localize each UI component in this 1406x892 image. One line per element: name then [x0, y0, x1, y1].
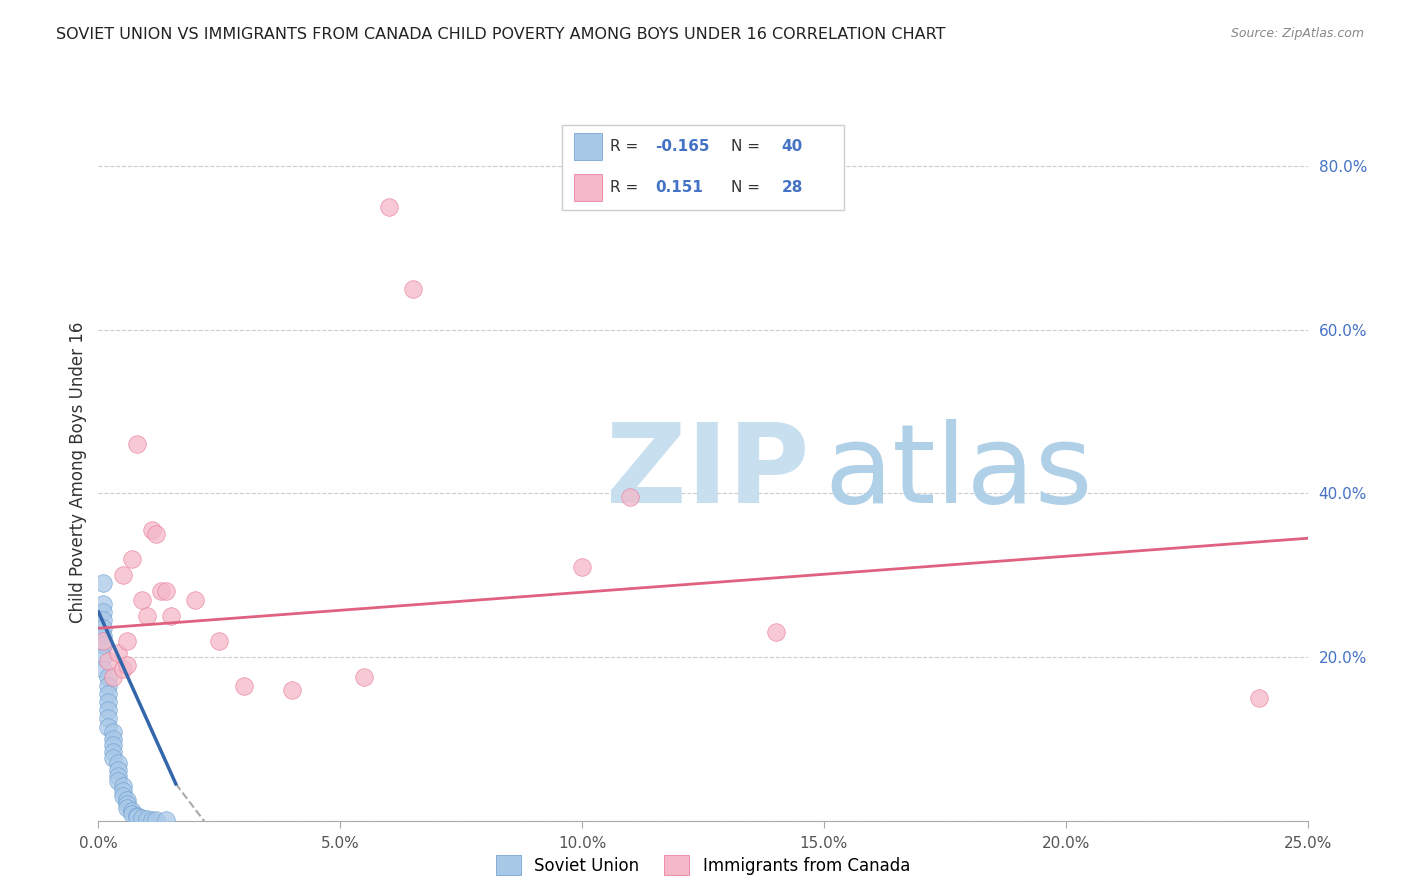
- Point: [117, 658, 139, 673]
- Point: [155, 584, 177, 599]
- Point: [141, 523, 163, 537]
- Point: [91, 613, 114, 627]
- Point: [117, 633, 139, 648]
- Point: [101, 751, 124, 765]
- Point: [101, 745, 124, 759]
- Point: [111, 568, 134, 582]
- Point: [111, 789, 134, 803]
- Bar: [574, 134, 602, 161]
- Point: [208, 633, 231, 648]
- Point: [91, 597, 114, 611]
- Y-axis label: Child Poverty Among Boys Under 16: Child Poverty Among Boys Under 16: [69, 322, 87, 624]
- Point: [127, 437, 149, 451]
- Point: [111, 662, 134, 676]
- Text: R =: R =: [610, 180, 644, 195]
- Text: -0.165: -0.165: [655, 139, 710, 154]
- Point: [377, 200, 399, 214]
- Point: [571, 560, 593, 574]
- Point: [91, 630, 114, 644]
- Point: [121, 804, 143, 818]
- Point: [145, 813, 167, 827]
- Point: [107, 756, 129, 771]
- Point: [160, 609, 183, 624]
- Point: [121, 551, 143, 566]
- Point: [402, 282, 425, 296]
- Point: [91, 662, 114, 676]
- Point: [107, 646, 129, 660]
- Point: [281, 682, 304, 697]
- Point: [97, 711, 120, 725]
- Point: [619, 491, 641, 505]
- Point: [97, 654, 120, 668]
- Text: ZIP: ZIP: [606, 419, 810, 526]
- Point: [111, 779, 134, 793]
- Point: [1249, 690, 1271, 705]
- Text: SOVIET UNION VS IMMIGRANTS FROM CANADA CHILD POVERTY AMONG BOYS UNDER 16 CORRELA: SOVIET UNION VS IMMIGRANTS FROM CANADA C…: [56, 27, 946, 42]
- Point: [91, 633, 114, 648]
- Point: [97, 695, 120, 709]
- Point: [107, 774, 129, 789]
- Legend: Soviet Union, Immigrants from Canada: Soviet Union, Immigrants from Canada: [489, 848, 917, 882]
- Point: [101, 725, 124, 739]
- Point: [91, 605, 114, 619]
- Text: R =: R =: [610, 139, 644, 154]
- Point: [97, 703, 120, 717]
- Point: [101, 731, 124, 746]
- Point: [127, 808, 149, 822]
- Point: [353, 670, 375, 684]
- Point: [184, 592, 207, 607]
- Text: 0.151: 0.151: [655, 180, 703, 195]
- Point: [117, 797, 139, 812]
- Point: [117, 800, 139, 814]
- Point: [232, 679, 254, 693]
- Point: [111, 784, 134, 798]
- Point: [107, 769, 129, 783]
- Point: [131, 592, 153, 607]
- Text: N =: N =: [731, 139, 765, 154]
- Text: N =: N =: [731, 180, 765, 195]
- FancyBboxPatch shape: [562, 125, 844, 210]
- Point: [765, 625, 787, 640]
- Point: [141, 813, 163, 827]
- Point: [155, 813, 177, 827]
- Point: [135, 609, 157, 624]
- Point: [97, 719, 120, 733]
- Bar: [574, 174, 602, 201]
- Point: [117, 793, 139, 807]
- Point: [101, 670, 124, 684]
- Point: [91, 649, 114, 664]
- Point: [135, 812, 157, 826]
- Text: atlas: atlas: [824, 419, 1092, 526]
- Text: Source: ZipAtlas.com: Source: ZipAtlas.com: [1230, 27, 1364, 40]
- Point: [127, 810, 149, 824]
- Point: [121, 807, 143, 822]
- Point: [91, 621, 114, 635]
- Point: [91, 576, 114, 591]
- Point: [91, 638, 114, 652]
- Point: [97, 670, 120, 684]
- Text: 28: 28: [782, 180, 803, 195]
- Point: [107, 763, 129, 777]
- Point: [150, 584, 173, 599]
- Text: 40: 40: [782, 139, 803, 154]
- Point: [101, 739, 124, 753]
- Point: [97, 679, 120, 693]
- Point: [131, 811, 153, 825]
- Point: [97, 687, 120, 701]
- Point: [145, 527, 167, 541]
